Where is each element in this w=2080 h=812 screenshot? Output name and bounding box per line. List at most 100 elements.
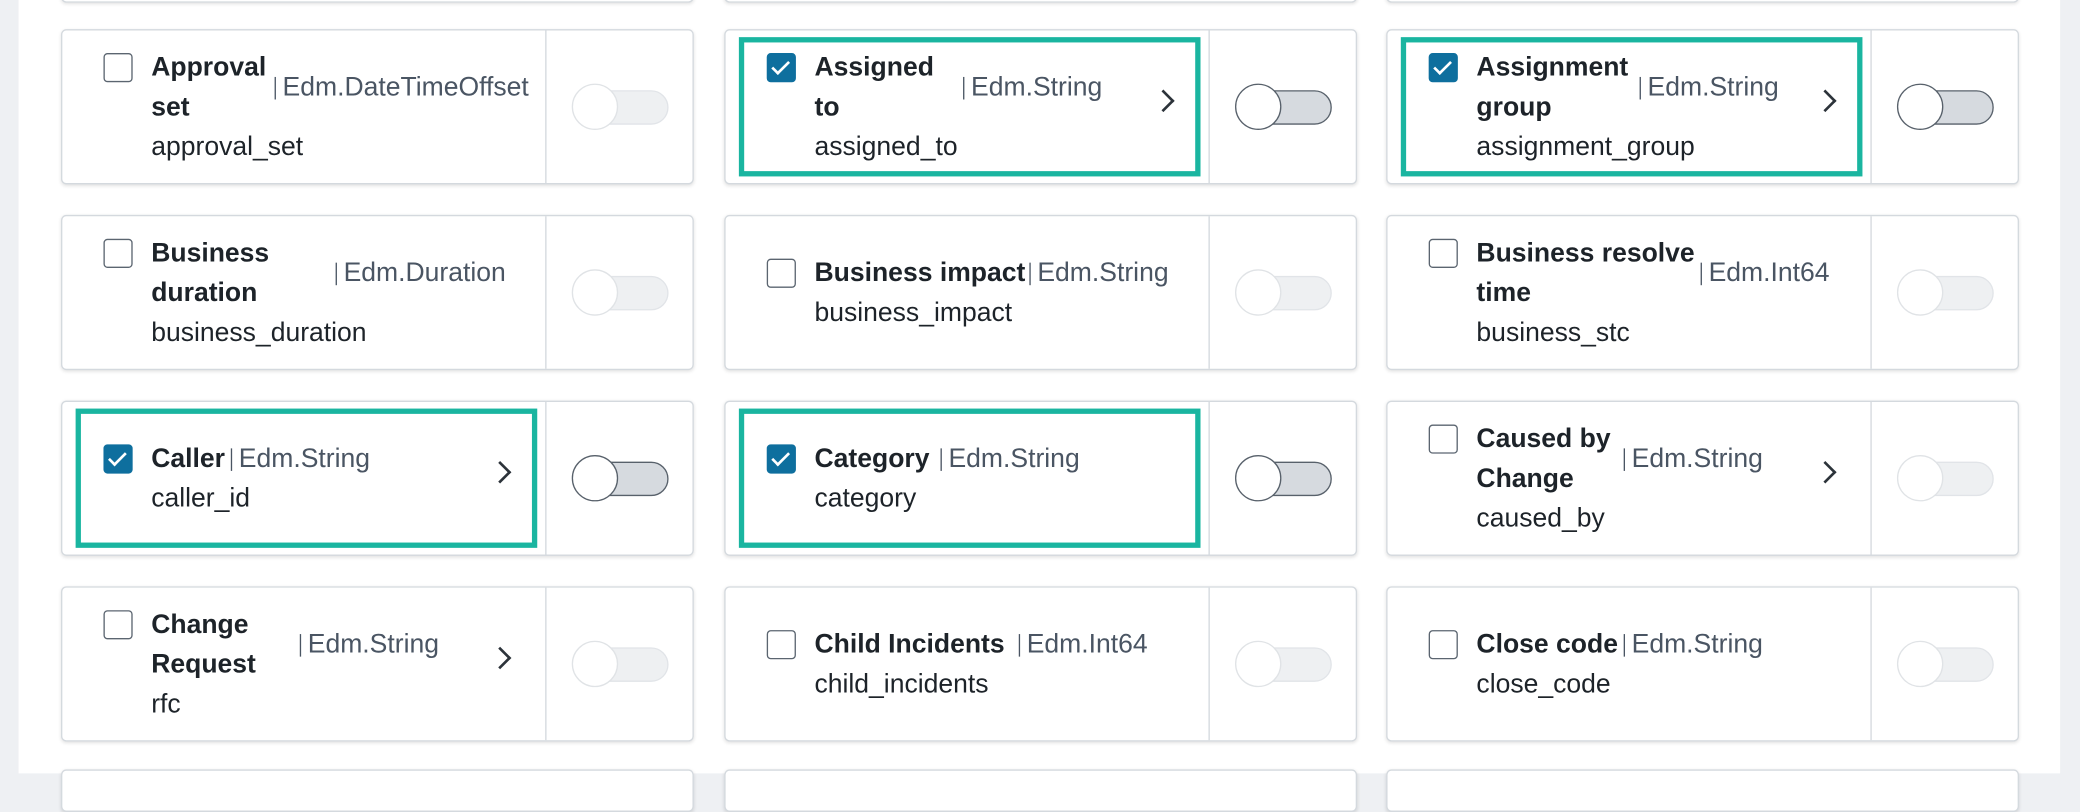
field-content: Caller Edm.String caller_id (103, 438, 370, 518)
page: Approval set Edm.DateTimeOffset approval_s… (0, 0, 2080, 774)
toggle (571, 83, 669, 130)
field-content: Business resolve time Edm.Int64 business_s… (1428, 233, 1830, 352)
field-name: business_impact (814, 297, 1013, 327)
checkbox[interactable] (766, 258, 796, 288)
field-select[interactable]: Change Request Edm.String rfc (62, 587, 547, 741)
checkbox[interactable] (1428, 238, 1458, 268)
field-text: Assigned to Edm.String assigned_to (814, 47, 1102, 166)
toggle (571, 269, 669, 316)
checkbox[interactable] (103, 443, 133, 473)
field-card: Caller Edm.String caller_id (61, 400, 694, 556)
field-select[interactable]: Assigned to Edm.String assigned_to (726, 30, 1210, 184)
field-card: Assigned to Edm.String assigned_to (724, 29, 1358, 185)
field-label: Close code (1476, 629, 1618, 659)
field-type: Edm.String (939, 438, 1080, 478)
field-content: Assignment group Edm.String assignment_gro… (1428, 47, 1779, 166)
field-text: Business impact Edm.String business_impact (814, 253, 1168, 333)
toggle-knob (571, 83, 619, 130)
field-card: Business resolve time Edm.Int64 business_s… (1386, 214, 2019, 371)
field-content: Business duration Edm.Duration business_du… (103, 233, 506, 352)
toggle[interactable] (571, 454, 669, 502)
toggle[interactable] (1234, 454, 1332, 502)
card-partial (724, 769, 1358, 812)
field-content: Close code Edm.String close_code (1428, 624, 1763, 704)
field-label: Category (814, 443, 930, 473)
field-select[interactable]: Category Edm.String category (726, 401, 1210, 555)
field-text: Category Edm.String category (814, 438, 1079, 518)
field-select[interactable]: Close code Edm.String close_code (1388, 587, 1872, 741)
checkbox[interactable] (103, 609, 133, 639)
field-header: Business duration Edm.Duration (151, 233, 506, 313)
field-select[interactable]: Caused by Change Edm.String caused_by (1388, 401, 1872, 555)
field-header: Change Request Edm.String (151, 604, 439, 684)
field-name: business_duration (151, 317, 367, 347)
field-card: Change Request Edm.String rfc (61, 586, 694, 742)
toggle-knob (571, 640, 619, 688)
field-select[interactable]: Business impact Edm.String business_impact (726, 216, 1210, 369)
field-type: Edm.String (1028, 253, 1169, 293)
field-content: Caused by Change Edm.String caused_by (1428, 419, 1763, 538)
toggle[interactable] (1896, 83, 1994, 130)
toggle-knob (1234, 454, 1282, 502)
field-select[interactable]: Caller Edm.String caller_id (62, 401, 547, 555)
checkbox[interactable] (766, 52, 796, 82)
field-name: caused_by (1476, 503, 1605, 533)
toggle (1896, 454, 1994, 502)
field-label: Assigned to (814, 52, 934, 122)
field-text: Approval set Edm.DateTimeOffset approval_s… (151, 47, 529, 166)
checkbox[interactable] (1428, 52, 1458, 82)
field-label: Change Request (151, 609, 256, 679)
field-select[interactable]: Business resolve time Edm.Int64 business_s… (1388, 216, 1872, 369)
selection-outline (738, 37, 1201, 177)
field-select[interactable]: Business duration Edm.Duration business_du… (62, 216, 547, 369)
field-text: Assignment group Edm.String assignment_gro… (1476, 47, 1778, 166)
field-name: business_stc (1476, 317, 1630, 347)
field-select[interactable]: Child Incidents Edm.Int64 child_incidents (726, 587, 1210, 741)
field-card: Approval set Edm.DateTimeOffset approval_s… (61, 29, 694, 185)
toggle-knob (1896, 640, 1944, 688)
field-text: Caller Edm.String caller_id (151, 438, 370, 518)
toggle-knob (571, 454, 619, 502)
field-name: caller_id (151, 483, 251, 513)
field-select[interactable]: Assignment group Edm.String assignment_gro… (1388, 30, 1872, 184)
field-type: Edm.String (1622, 438, 1763, 478)
field-header: Caused by Change Edm.String (1476, 419, 1762, 499)
checkbox[interactable] (103, 238, 133, 268)
card-partial (61, 769, 694, 812)
field-label: Approval set (151, 52, 267, 122)
field-type: Edm.Int64 (1699, 253, 1830, 293)
selection-outline (75, 408, 538, 548)
checkbox[interactable] (766, 443, 796, 473)
toggle (1896, 640, 1994, 688)
field-header: Assigned to Edm.String (814, 47, 1102, 127)
field-card: Close code Edm.String close_code (1386, 586, 2019, 742)
checkbox[interactable] (766, 629, 796, 659)
selection-outline (1400, 37, 1863, 177)
field-header: Business impact Edm.String (814, 253, 1168, 293)
field-name: child_incidents (814, 669, 989, 699)
selection-outline (738, 408, 1201, 548)
field-text: Business resolve time Edm.Int64 business_s… (1476, 233, 1829, 352)
field-header: Caller Edm.String (151, 438, 370, 478)
toggle-knob (571, 269, 619, 316)
field-card: Assignment group Edm.String assignment_gro… (1386, 29, 2019, 185)
field-name: category (814, 483, 917, 513)
field-card: Business duration Edm.Duration business_du… (61, 214, 694, 371)
field-header: Assignment group Edm.String (1476, 47, 1778, 127)
field-type: Edm.DateTimeOffset (273, 67, 529, 107)
field-label: Child Incidents (814, 629, 1005, 659)
field-text: Change Request Edm.String rfc (151, 604, 439, 723)
field-name: assigned_to (814, 131, 958, 162)
field-select[interactable]: Approval set Edm.DateTimeOffset approval_s… (62, 30, 547, 184)
checkbox[interactable] (103, 52, 133, 82)
field-content: Approval set Edm.DateTimeOffset approval_s… (103, 47, 529, 166)
field-label: Business resolve time (1476, 238, 1695, 308)
field-label: Assignment group (1476, 52, 1629, 122)
field-content: Change Request Edm.String rfc (103, 604, 439, 723)
toggle (571, 640, 669, 688)
toggle[interactable] (1234, 83, 1332, 130)
field-text: Business duration Edm.Duration business_du… (151, 233, 506, 352)
checkbox[interactable] (1428, 423, 1458, 454)
checkbox[interactable] (1428, 629, 1458, 659)
field-type: Edm.Duration (334, 253, 506, 293)
